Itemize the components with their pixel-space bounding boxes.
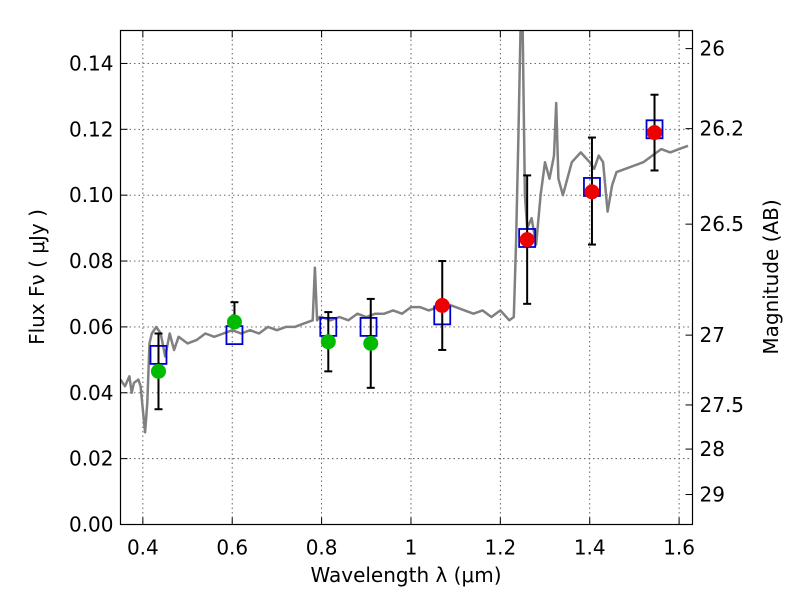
axis-tick-labels: 0.4 0.6 0.8 1 1.2 1.4 1.6 0.00 0.02 0.04 0.06 0.08 0… <box>69 37 744 560</box>
green-point <box>226 314 242 330</box>
green-point <box>363 335 379 351</box>
y2-axis-label: Magnitude (AB) <box>759 199 783 354</box>
x-tick-label: 0.6 <box>216 536 248 560</box>
plot-area <box>120 30 689 434</box>
y-tick-label: 0.14 <box>69 51 114 75</box>
model-box-point <box>359 316 378 337</box>
y-tick-label: 0.06 <box>69 315 114 339</box>
y-tick-label: 0.04 <box>69 381 114 405</box>
y-tick-label: 0.10 <box>69 183 114 207</box>
axis-ticks <box>120 30 693 525</box>
x-tick-label: 1.4 <box>574 536 606 560</box>
y2-tick-label: 26.5 <box>700 212 745 236</box>
y2-tick-label: 26 <box>700 37 725 61</box>
x-axis-label: Wavelength λ (μm) <box>310 563 501 587</box>
y-tick-label: 0.12 <box>69 117 114 141</box>
y-tick-label: 0.00 <box>69 513 114 537</box>
red-point <box>647 125 663 141</box>
x-tick-label: 1 <box>405 536 418 560</box>
y2-tick-label: 29 <box>700 483 725 507</box>
y2-tick-label: 27 <box>700 323 725 347</box>
red-point <box>519 232 535 248</box>
y2-tick-label: 27.5 <box>700 393 745 417</box>
plot-content <box>120 30 689 434</box>
y2-tick-label: 26.2 <box>700 117 745 141</box>
grid <box>120 30 693 525</box>
y-tick-label: 0.02 <box>69 447 114 471</box>
red-point <box>584 184 600 200</box>
x-tick-label: 1.6 <box>663 536 695 560</box>
plot-frame <box>119 29 694 526</box>
y2-tick-label: 28 <box>700 437 725 461</box>
y-axis-label: Flux Fν ( μJy ) <box>25 209 49 345</box>
y-tick-label: 0.08 <box>69 249 114 273</box>
green-point <box>320 334 336 350</box>
x-tick-label: 0.4 <box>127 536 159 560</box>
red-point <box>434 297 450 313</box>
x-tick-label: 1.2 <box>484 536 516 560</box>
sed-series-line <box>120 30 689 434</box>
green-point <box>150 363 166 379</box>
x-tick-label: 0.8 <box>306 536 338 560</box>
